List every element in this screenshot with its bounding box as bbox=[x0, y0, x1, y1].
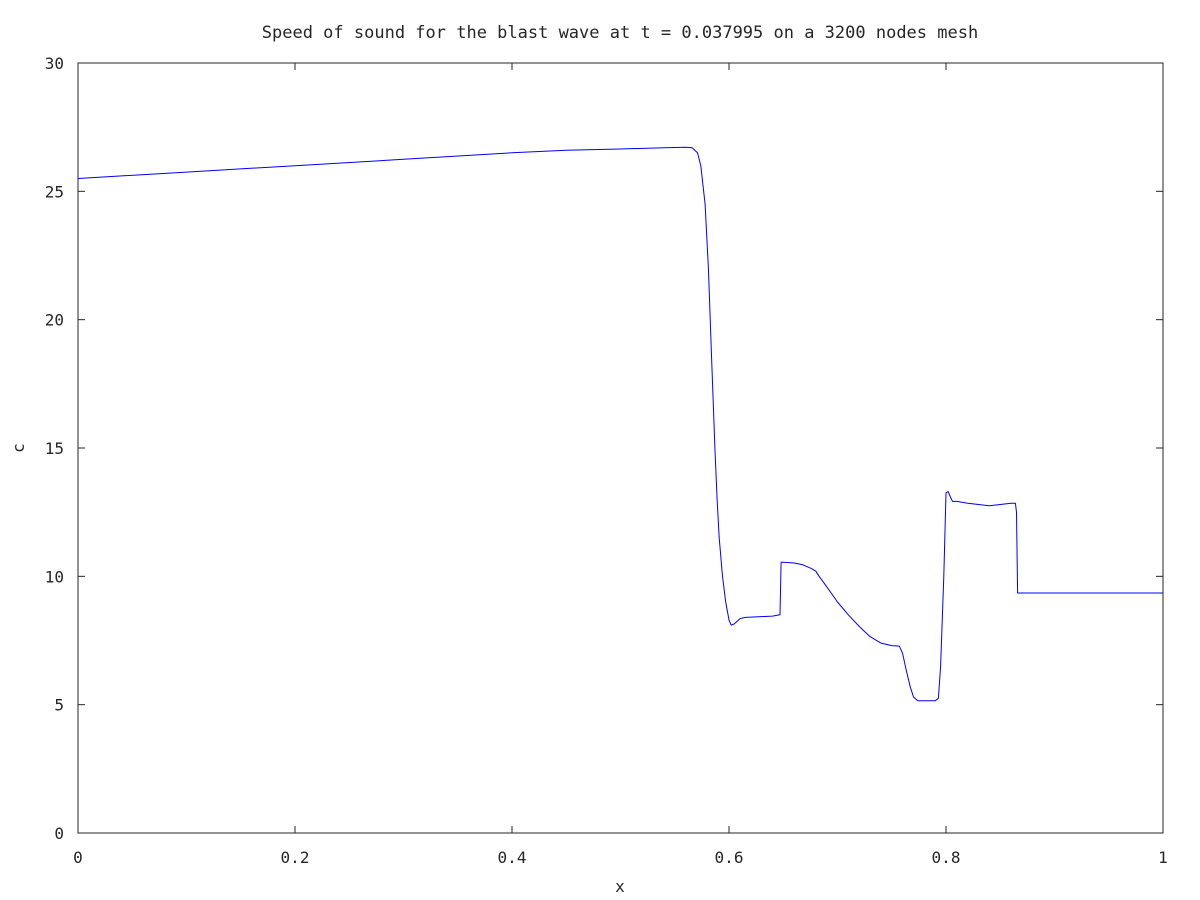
y-axis-label: c bbox=[9, 443, 28, 453]
y-tick-label: 20 bbox=[45, 311, 64, 330]
x-tick-label: 0 bbox=[73, 848, 83, 867]
y-tick-label: 10 bbox=[45, 567, 64, 586]
y-tick-label: 0 bbox=[54, 824, 64, 843]
x-tick-label: 1 bbox=[1158, 848, 1168, 867]
x-tick-label: 0.2 bbox=[281, 848, 310, 867]
x-axis-label: x bbox=[615, 877, 625, 896]
y-tick-label: 5 bbox=[54, 696, 64, 715]
x-tick-label: 0.6 bbox=[715, 848, 744, 867]
chart-title: Speed of sound for the blast wave at t =… bbox=[262, 23, 978, 43]
y-tick-label: 30 bbox=[45, 54, 64, 73]
y-tick-label: 25 bbox=[45, 182, 64, 201]
series-line bbox=[77, 146, 1163, 702]
x-tick-label: 0.4 bbox=[498, 848, 527, 867]
x-tick-label: 0.8 bbox=[932, 848, 961, 867]
y-tick-label: 15 bbox=[45, 439, 64, 458]
